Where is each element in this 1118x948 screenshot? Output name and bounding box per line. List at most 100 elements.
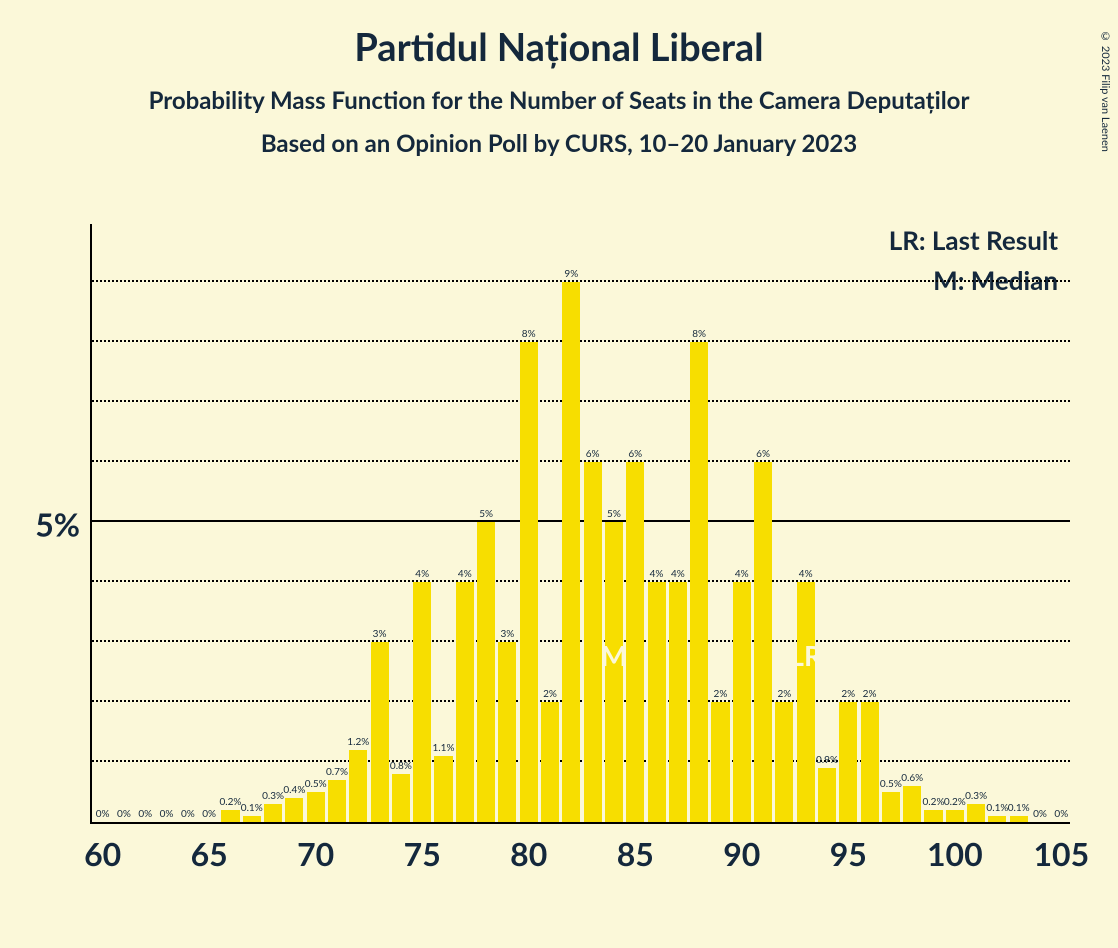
x-axis-label: 60: [84, 834, 121, 873]
gridline: [92, 520, 1070, 522]
bar-value-label: 0.8%: [390, 760, 412, 772]
bar-value-label: 0.5%: [305, 778, 327, 790]
bar: 0.5%: [307, 792, 325, 822]
bar-value-label: 2%: [543, 688, 557, 700]
bar: 6%: [626, 462, 644, 822]
x-axis-label: 95: [830, 834, 867, 873]
bar-value-label: 0.4%: [283, 784, 305, 796]
bar-value-label: 4%: [415, 568, 429, 580]
bar-value-label: 5%: [479, 508, 493, 520]
bar-value-label: 0.7%: [326, 766, 348, 778]
bar-value-label: 3%: [501, 628, 515, 640]
bar-value-label: 8%: [692, 328, 706, 340]
bar: 2%: [711, 702, 729, 822]
x-axis-label: 105: [1034, 834, 1090, 873]
gridline: [92, 760, 1070, 762]
x-axis-label: 100: [927, 834, 983, 873]
bar: 0.6%: [903, 786, 921, 822]
bar: 6%: [754, 462, 772, 822]
bar-value-label: 0%: [138, 808, 152, 820]
gridline: [92, 280, 1070, 282]
bar: 0.1%: [243, 816, 261, 822]
bar-value-label: 2%: [714, 688, 728, 700]
bar: 0.1%: [1010, 816, 1028, 822]
x-axis-label: 75: [404, 834, 441, 873]
bar: 0.4%: [285, 798, 303, 822]
bar: 4%: [456, 582, 474, 822]
gridline: [92, 400, 1070, 402]
bar: 4%: [413, 582, 431, 822]
bar-value-label: 5%: [607, 508, 621, 520]
bar-value-label: 0.3%: [965, 790, 987, 802]
x-axis-label: 65: [191, 834, 228, 873]
bar-value-label: 4%: [650, 568, 664, 580]
chart-subtitle-1: Probability Mass Function for the Number…: [0, 86, 1118, 115]
bar: 2%: [775, 702, 793, 822]
bar-value-label: 3%: [373, 628, 387, 640]
chart-title: Partidul Național Liberal: [0, 24, 1118, 70]
gridline: [92, 580, 1070, 582]
bar-value-label: 2%: [777, 688, 791, 700]
bar-value-label: 1.1%: [433, 742, 455, 754]
gridline: [92, 640, 1070, 642]
bar: 4%: [797, 582, 815, 822]
last-result-marker: LR: [789, 638, 822, 672]
bar: 1.1%: [434, 756, 452, 822]
bar-value-label: 2%: [841, 688, 855, 700]
bar-value-label: 0.2%: [944, 796, 966, 808]
chart-area: 5%0%0%0%0%0%0%0.2%0.1%0.3%0.4%0.5%0.7%1.…: [90, 224, 1090, 874]
bar-value-label: 4%: [671, 568, 685, 580]
bar-value-label: 0%: [1033, 808, 1047, 820]
bar-value-label: 2%: [863, 688, 877, 700]
x-axis-label: 80: [510, 834, 547, 873]
gridline: [92, 460, 1070, 462]
bar: 3%: [498, 642, 516, 822]
bar: 3%: [371, 642, 389, 822]
bar-value-label: 6%: [628, 448, 642, 460]
bar: 2%: [839, 702, 857, 822]
bar: 5%: [477, 522, 495, 822]
bar: 6%: [584, 462, 602, 822]
bar: 4%: [669, 582, 687, 822]
bar: 0.2%: [221, 810, 239, 822]
bar: 8%: [520, 342, 538, 822]
bar: 0.5%: [882, 792, 900, 822]
bar: 0.3%: [967, 804, 985, 822]
bar-value-label: 0%: [96, 808, 110, 820]
bar-value-label: 0.1%: [1008, 802, 1030, 814]
bar-value-label: 0%: [202, 808, 216, 820]
bar-value-label: 0.2%: [923, 796, 945, 808]
bar-value-label: 8%: [522, 328, 536, 340]
bar: 2%: [541, 702, 559, 822]
bar: 0.1%: [988, 816, 1006, 822]
bar-value-label: 6%: [756, 448, 770, 460]
chart-subtitle-2: Based on an Opinion Poll by CURS, 10–20 …: [0, 129, 1118, 158]
x-axis-label: 90: [723, 834, 760, 873]
bar-value-label: 9%: [564, 268, 578, 280]
bar-value-label: 4%: [458, 568, 472, 580]
median-marker: M: [601, 638, 627, 672]
bar-value-label: 4%: [735, 568, 749, 580]
bar-value-label: 0%: [160, 808, 174, 820]
copyright: © 2023 Filip van Laenen: [1099, 30, 1112, 152]
bar: 0.9%: [818, 768, 836, 822]
bar-value-label: 6%: [586, 448, 600, 460]
bar-value-label: 0.1%: [241, 802, 263, 814]
bar: 0.7%: [328, 780, 346, 822]
x-axis-label: 70: [297, 834, 334, 873]
bar: 5%: [605, 522, 623, 822]
bar-value-label: 0.6%: [901, 772, 923, 784]
bar-value-label: 0.3%: [262, 790, 284, 802]
y-axis-label: 5%: [35, 505, 80, 544]
bar: 0.2%: [946, 810, 964, 822]
bar-value-label: 4%: [799, 568, 813, 580]
bar-value-label: 0%: [117, 808, 131, 820]
bar-value-label: 0%: [181, 808, 195, 820]
bar: 0.8%: [392, 774, 410, 822]
gridline: [92, 340, 1070, 342]
plot: 5%0%0%0%0%0%0%0.2%0.1%0.3%0.4%0.5%0.7%1.…: [90, 224, 1070, 824]
gridline: [92, 700, 1070, 702]
bar: 0.3%: [264, 804, 282, 822]
bar-value-label: 0.9%: [816, 754, 838, 766]
bar: 2%: [861, 702, 879, 822]
